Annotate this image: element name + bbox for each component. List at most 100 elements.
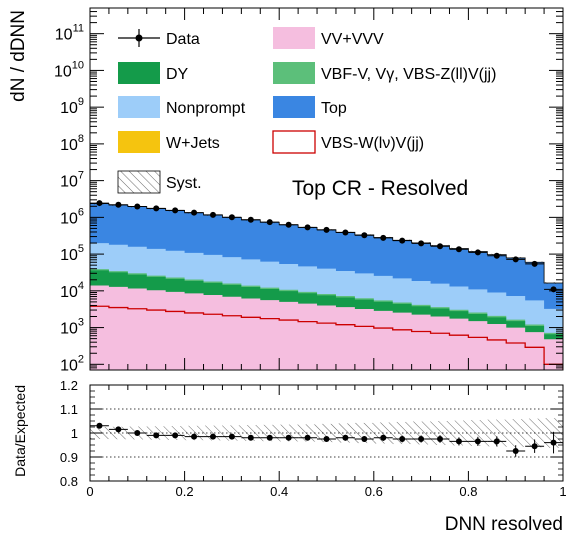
data-point <box>418 240 425 247</box>
ratio-points-layer <box>90 422 563 457</box>
data-point <box>531 260 538 267</box>
ratio-point <box>115 426 122 433</box>
ratio-point <box>209 433 216 440</box>
ratio-axes: 0.8 0.9 1 1.1 1.2 0 0.2 0.4 0.6 0.8 1 <box>60 378 566 499</box>
ratio-point <box>153 432 160 439</box>
legend-label: VV+VVV <box>321 31 384 48</box>
legend-label: W+Jets <box>166 135 220 152</box>
ratio-point <box>228 433 235 440</box>
ratio-point <box>493 438 500 445</box>
legend-swatch <box>118 131 160 153</box>
ratio-point <box>531 443 538 450</box>
legend-entry: Nonprompt <box>118 96 246 118</box>
ratio-syst-bin <box>279 424 299 442</box>
data-point <box>455 246 462 253</box>
ratio-y-axis-label: Data/Expected <box>12 385 28 477</box>
legend-swatch <box>118 62 160 84</box>
ratio-grid-layer <box>90 408 563 458</box>
main-overlay-layer <box>90 200 563 370</box>
legend-label: VBF-V, Vγ, VBS-Z(ll)V(jj) <box>321 66 496 83</box>
data-point <box>191 209 198 216</box>
data-point <box>209 211 216 218</box>
ratio-point <box>437 436 444 442</box>
legend-swatch <box>117 170 161 194</box>
legend-swatch <box>273 27 315 49</box>
y-tick-label: 102 <box>60 353 84 374</box>
data-point <box>342 229 349 236</box>
ratio-point <box>418 436 425 442</box>
ratio-point <box>455 438 462 445</box>
legend-entry: VV+VVV <box>273 27 384 49</box>
main-y-axis-label: dN / dDNN <box>8 10 29 102</box>
data-point <box>247 216 254 223</box>
ratio-point <box>172 432 179 439</box>
legend-swatch <box>273 62 315 84</box>
x-tick-label: 0.2 <box>176 484 194 499</box>
y-tick-label: 108 <box>60 133 84 154</box>
ratio-point <box>474 438 481 445</box>
legend-entry: VBS-W(lν)V(jj) <box>272 130 424 154</box>
legend-entry: DY <box>118 62 189 84</box>
ratio-point <box>285 434 292 441</box>
ratio-syst-bin <box>468 420 488 446</box>
legend-swatch <box>118 96 160 118</box>
legend-entry: Data <box>118 29 200 48</box>
ratio-point <box>550 439 557 446</box>
ratio-point <box>96 422 103 429</box>
ratio-point <box>342 434 349 441</box>
data-point <box>134 203 141 210</box>
y-tick-label: 1011 <box>55 23 84 44</box>
ratio-point <box>323 436 330 442</box>
ratio-point <box>361 436 368 442</box>
legend-marker <box>135 34 143 42</box>
data-point <box>380 234 387 241</box>
legend-entry: Syst. <box>117 170 202 194</box>
ratio-point <box>247 434 254 441</box>
ratio-syst-bin <box>506 419 526 447</box>
legend-label: Nonprompt <box>166 100 246 117</box>
data-point <box>437 243 444 250</box>
legend-swatch <box>272 130 316 154</box>
ratio-y-tick-label: 1.2 <box>60 378 78 393</box>
y-tick-label: 107 <box>60 170 84 191</box>
x-tick-label: 0.6 <box>365 484 383 499</box>
data-point <box>266 219 273 226</box>
main-stack-layer <box>90 203 563 370</box>
stack-area-0 <box>90 285 563 370</box>
x-axis-label: DNN resolved <box>445 514 563 535</box>
x-tick-label: 0.8 <box>459 484 477 499</box>
ratio-y-tick-label: 1.1 <box>60 402 78 417</box>
ratio-point <box>304 434 311 441</box>
y-tick-label: 109 <box>60 96 84 117</box>
ratio-syst-bin <box>260 424 280 442</box>
legend: Data VV+VVV DY VBF-V, Vγ, VBS-Z(ll)V(jj) Non… <box>117 27 496 194</box>
ratio-point <box>399 436 406 442</box>
x-tick-label: 0.4 <box>270 484 288 499</box>
data-point <box>323 226 330 233</box>
ratio-syst-bin <box>487 419 507 447</box>
legend-entry: VBF-V, Vγ, VBS-Z(ll)V(jj) <box>273 62 496 84</box>
ratio-point <box>380 434 387 441</box>
data-point <box>285 221 292 228</box>
legend-label: Top <box>321 100 347 117</box>
ratio-y-tick-label: 0.9 <box>60 450 78 465</box>
data-point <box>228 214 235 221</box>
y-tick-label: 105 <box>60 243 84 264</box>
main-axes: 102 103 104 105 106 107 108 109 1010 1011 <box>54 7 564 374</box>
data-point <box>550 286 557 293</box>
data-point <box>96 200 103 207</box>
y-tick-label: 106 <box>60 206 84 227</box>
legend-entry: Top <box>273 96 347 118</box>
x-tick-label: 1 <box>559 484 566 499</box>
data-point <box>115 201 122 208</box>
signal-line <box>90 305 563 370</box>
y-tick-label: 1010 <box>54 59 84 80</box>
ratio-point <box>512 448 519 454</box>
y-tick-label: 104 <box>60 280 84 301</box>
data-point <box>153 205 160 212</box>
legend-label: DY <box>166 66 189 83</box>
ratio-y-tick-label: 1 <box>71 426 78 441</box>
ratio-y-tick-label: 0.8 <box>60 474 78 489</box>
